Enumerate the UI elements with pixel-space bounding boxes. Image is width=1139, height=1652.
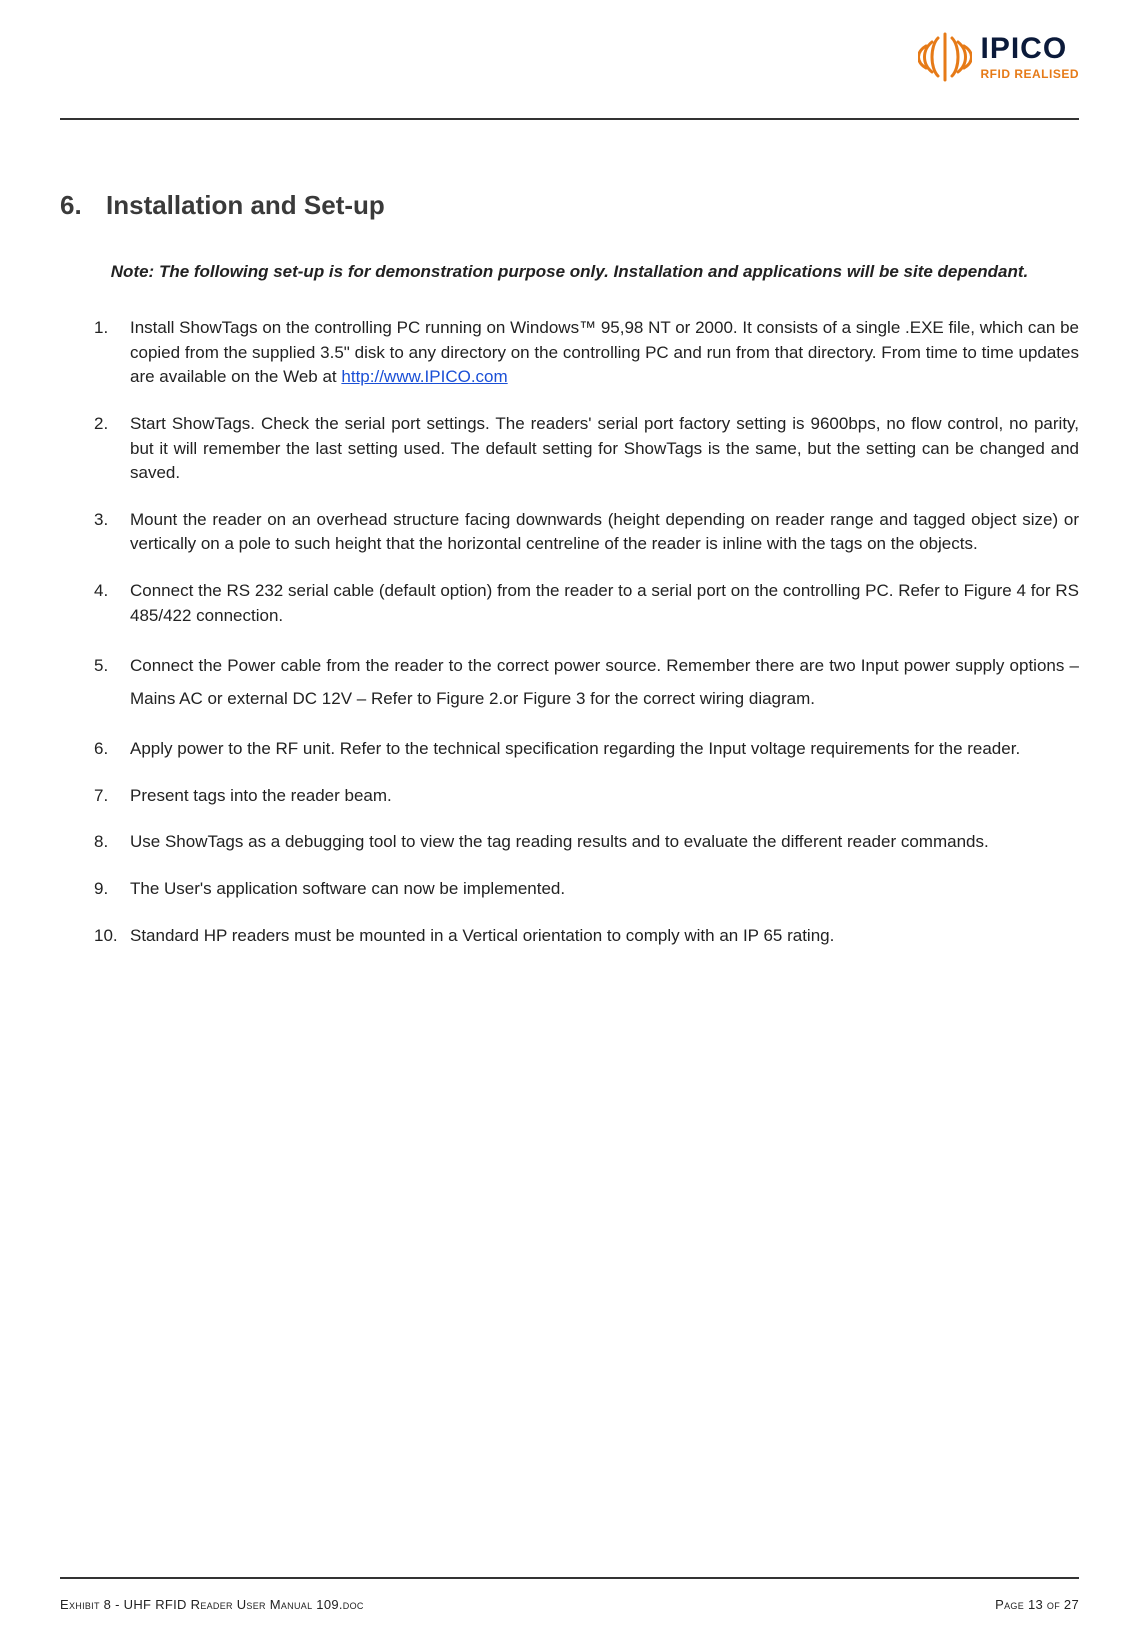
footer-doc-title: Exhibit 8 - UHF RFID Reader User Manual …	[60, 1597, 364, 1612]
setup-note: Note: The following set-up is for demons…	[80, 261, 1059, 284]
document-page: IPICO RFID REALISED 6.Installation and S…	[0, 0, 1139, 1652]
section-heading: 6.Installation and Set-up	[60, 190, 1079, 221]
step-text: Install ShowTags on the controlling PC r…	[130, 318, 1079, 386]
section-number: 6.	[60, 190, 106, 221]
step-text: Start ShowTags. Check the serial port se…	[130, 414, 1079, 482]
step-text: Mount the reader on an overhead structur…	[130, 510, 1079, 554]
step-item: The User's application software can now …	[130, 877, 1079, 902]
step-item: Apply power to the RF unit. Refer to the…	[130, 737, 1079, 762]
step-text: Use ShowTags as a debugging tool to view…	[130, 832, 989, 851]
step-item: Connect the Power cable from the reader …	[130, 650, 1079, 715]
footer-rule	[60, 1577, 1079, 1579]
step-item: Mount the reader on an overhead structur…	[130, 508, 1079, 557]
step-item: Standard HP readers must be mounted in a…	[130, 924, 1079, 949]
brand-mark-icon	[918, 30, 972, 84]
step-text: Present tags into the reader beam.	[130, 786, 392, 805]
page-header: IPICO RFID REALISED	[60, 30, 1079, 120]
step-item: Present tags into the reader beam.	[130, 784, 1079, 809]
step-item: Connect the RS 232 serial cable (default…	[130, 579, 1079, 628]
brand-tagline: RFID REALISED	[980, 68, 1079, 80]
section-title: Installation and Set-up	[106, 190, 385, 220]
steps-list: Install ShowTags on the controlling PC r…	[60, 316, 1079, 948]
footer-page-number: Page 13 of 27	[995, 1597, 1079, 1612]
step-text: The User's application software can now …	[130, 879, 565, 898]
brand-name: IPICO	[980, 34, 1079, 64]
step-text: Standard HP readers must be mounted in a…	[130, 926, 834, 945]
step-text: Apply power to the RF unit. Refer to the…	[130, 739, 1020, 758]
ipico-website-link[interactable]: http://www.IPICO.com	[341, 367, 507, 386]
page-footer: Exhibit 8 - UHF RFID Reader User Manual …	[60, 1577, 1079, 1612]
step-item: Use ShowTags as a debugging tool to view…	[130, 830, 1079, 855]
brand-text: IPICO RFID REALISED	[980, 34, 1079, 80]
brand-logo: IPICO RFID REALISED	[918, 30, 1079, 84]
step-item: Install ShowTags on the controlling PC r…	[130, 316, 1079, 390]
step-item: Start ShowTags. Check the serial port se…	[130, 412, 1079, 486]
step-text: Connect the RS 232 serial cable (default…	[130, 581, 1079, 625]
step-text: Connect the Power cable from the reader …	[130, 656, 1079, 707]
